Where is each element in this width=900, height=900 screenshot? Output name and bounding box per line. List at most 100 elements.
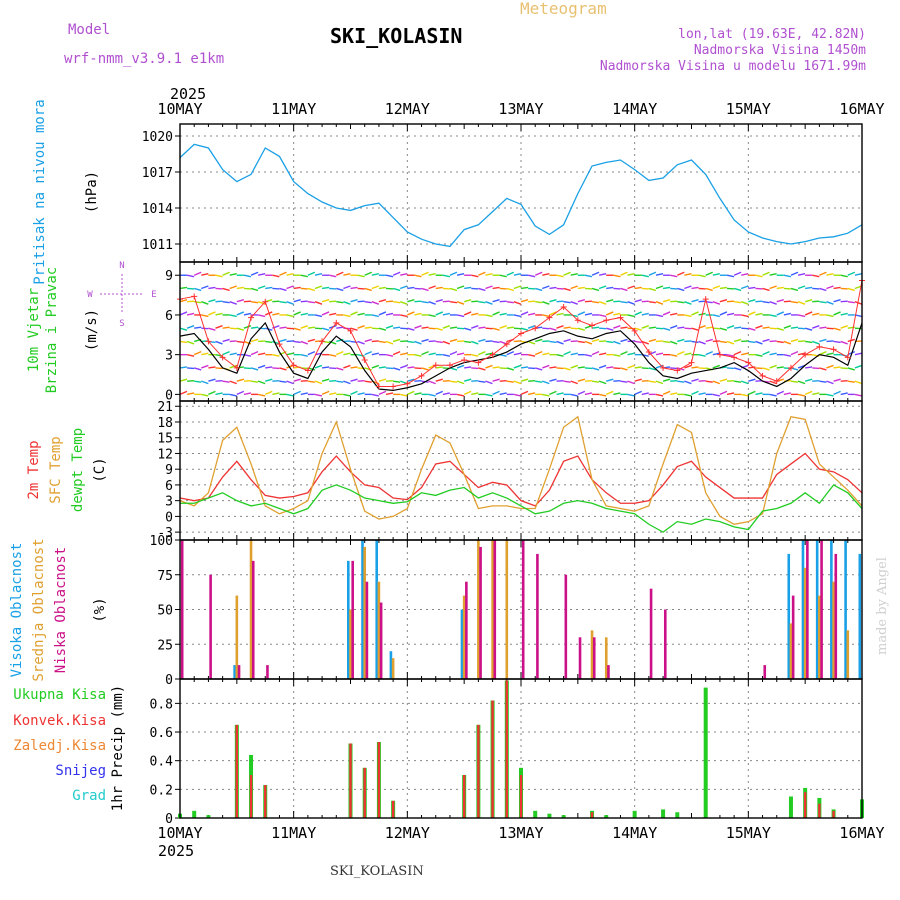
cloud-low-bar bbox=[266, 665, 269, 679]
wind-barb bbox=[229, 352, 237, 356]
y-tick-label: 0.2 bbox=[150, 783, 173, 798]
wind-barb bbox=[243, 312, 252, 316]
wind-barb bbox=[179, 390, 188, 396]
wind-gust-marker bbox=[461, 356, 468, 363]
wind-barb bbox=[584, 392, 593, 396]
wind-barb bbox=[733, 338, 742, 343]
wind-barb bbox=[719, 327, 728, 331]
wind-barb bbox=[613, 300, 621, 303]
wind-barb bbox=[613, 367, 621, 370]
wind-barb bbox=[357, 325, 365, 329]
wind-barb bbox=[570, 364, 578, 369]
wind-barb bbox=[755, 392, 763, 396]
y-tick-label: 0 bbox=[165, 673, 173, 688]
wind-barb bbox=[528, 379, 536, 382]
cloud-mid-bar bbox=[789, 623, 793, 679]
wind-barb bbox=[456, 273, 465, 276]
y-tick-label: 75 bbox=[157, 569, 173, 584]
wind-barb bbox=[648, 301, 656, 304]
wind-barb bbox=[556, 392, 564, 396]
wind-barb bbox=[506, 380, 514, 383]
wind-barb bbox=[392, 367, 401, 371]
wind-barb bbox=[606, 299, 614, 303]
wind-barb bbox=[393, 326, 401, 329]
wind-barb bbox=[528, 367, 536, 370]
wind-barb bbox=[797, 301, 806, 305]
wind-barb bbox=[258, 327, 266, 330]
wind-gust-marker bbox=[716, 351, 723, 358]
wind-barb bbox=[378, 340, 387, 344]
wind-barb bbox=[854, 301, 863, 305]
y-tick-label: 50 bbox=[157, 604, 173, 619]
wind-barb bbox=[840, 367, 848, 370]
wind-barb bbox=[293, 390, 301, 396]
wind-barb bbox=[726, 325, 735, 329]
wind-barb bbox=[670, 379, 678, 382]
wind-barb bbox=[698, 379, 706, 382]
wind-barb bbox=[243, 287, 251, 290]
wind-barb bbox=[563, 287, 571, 292]
wind-barb bbox=[236, 378, 245, 382]
precip-total-bar bbox=[192, 810, 197, 818]
cloud-low-bar bbox=[521, 540, 525, 679]
wind-barb bbox=[535, 287, 543, 292]
cloud-mid-bar bbox=[491, 540, 494, 679]
wind-barb bbox=[726, 392, 735, 396]
wind-barb bbox=[499, 325, 507, 329]
wind-barb bbox=[485, 285, 493, 290]
wind-barb bbox=[577, 340, 585, 344]
wind-gust-marker bbox=[702, 296, 709, 303]
wind-barb bbox=[464, 286, 472, 290]
wind-barb bbox=[350, 299, 358, 303]
wind-barb bbox=[442, 312, 451, 316]
wind-barb bbox=[755, 274, 763, 278]
wind-barb bbox=[542, 301, 550, 305]
wind-barb bbox=[833, 390, 841, 396]
wind-barb bbox=[265, 340, 273, 344]
wind-barb bbox=[357, 300, 365, 303]
wind-barb bbox=[726, 353, 735, 357]
wind-barb bbox=[812, 340, 820, 345]
wind-barb bbox=[669, 340, 678, 345]
wind-barb bbox=[250, 271, 259, 276]
wind-barb bbox=[641, 325, 650, 329]
wind-barb bbox=[698, 287, 706, 290]
wind-barb bbox=[549, 299, 557, 303]
wind-barb bbox=[293, 311, 301, 316]
wind-barb bbox=[691, 366, 699, 369]
wind-barb bbox=[606, 340, 614, 344]
time-label-top: 14MAY bbox=[612, 100, 657, 118]
wind-barb bbox=[485, 301, 493, 305]
y-tick-label: 0 bbox=[165, 812, 173, 827]
wind-barb bbox=[705, 338, 713, 343]
wind-barb bbox=[641, 312, 649, 316]
wind-barb bbox=[819, 301, 827, 304]
wind-barb bbox=[584, 325, 593, 329]
wind-barb bbox=[393, 301, 401, 304]
wind-barb bbox=[705, 351, 713, 356]
wind-barb bbox=[442, 353, 451, 357]
wind-barb bbox=[293, 286, 301, 290]
wind-barb bbox=[677, 301, 685, 304]
wind-barb bbox=[243, 367, 251, 370]
wind-barb bbox=[804, 299, 813, 303]
y-tick-label: 0.6 bbox=[150, 726, 173, 741]
precip-conv-bar bbox=[477, 724, 480, 818]
wind-barb bbox=[393, 380, 401, 383]
wind-barb bbox=[513, 352, 522, 356]
wind-barb bbox=[272, 379, 280, 382]
wind-gust-marker bbox=[304, 367, 311, 374]
wind-barb bbox=[201, 380, 209, 385]
wind-barb bbox=[329, 287, 337, 290]
wind-gust-marker bbox=[617, 314, 624, 321]
wind-barb bbox=[208, 366, 216, 369]
wind-barb bbox=[826, 352, 834, 356]
wind-barb bbox=[250, 380, 259, 383]
wind-barb bbox=[762, 271, 770, 276]
cloud-mid-bar bbox=[363, 546, 367, 679]
wind-barb bbox=[392, 287, 401, 292]
wind-barb bbox=[826, 273, 834, 276]
wind-barb bbox=[414, 353, 422, 357]
wind-barb bbox=[698, 274, 706, 278]
wind-barb bbox=[556, 379, 564, 382]
